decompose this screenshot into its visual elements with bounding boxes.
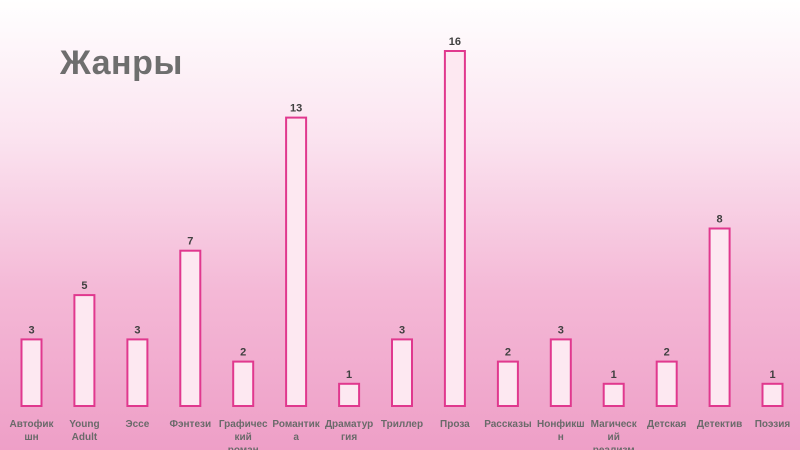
- data-label-11: 3: [558, 324, 564, 336]
- category-label-9: Проза: [440, 419, 470, 430]
- bar-1: [20, 338, 43, 407]
- data-label-15: 1: [769, 369, 775, 381]
- chart-title: Жанры: [60, 44, 183, 82]
- data-label-2: 5: [81, 280, 87, 292]
- category-label-10: Рассказы: [484, 419, 531, 430]
- data-label-3: 3: [134, 324, 140, 336]
- bar-9: [443, 50, 466, 407]
- bar-6: [285, 116, 308, 407]
- bar-15: [761, 382, 784, 407]
- bar-10: [496, 360, 519, 408]
- data-label-12: 1: [611, 369, 617, 381]
- category-label-11: Нонфикш н: [537, 418, 585, 443]
- category-label-13: Детская: [647, 419, 687, 430]
- data-label-8: 3: [399, 324, 405, 336]
- category-label-2: Young Adult: [69, 419, 99, 443]
- data-label-10: 2: [505, 347, 511, 359]
- data-label-14: 8: [717, 214, 723, 226]
- bar-13: [655, 360, 678, 408]
- category-label-5: Графическийроман: [219, 418, 268, 450]
- category-label-6: Романтик а: [272, 419, 320, 443]
- bar-3: [126, 338, 149, 407]
- bar-5: [232, 360, 255, 408]
- data-label-7: 1: [346, 369, 352, 381]
- data-label-1: 3: [28, 324, 34, 336]
- category-label-4: Фэнтези: [169, 419, 211, 430]
- category-label-15: Поэзия: [755, 419, 791, 430]
- bar-8: [391, 338, 413, 407]
- data-label-4: 7: [187, 236, 193, 248]
- category-label-8: Триллер: [381, 419, 423, 430]
- category-label-14: Детектив: [697, 419, 742, 430]
- data-label-9: 16: [449, 36, 461, 48]
- data-label-13: 2: [664, 347, 670, 359]
- bar-4: [179, 249, 202, 407]
- bar-7: [338, 382, 361, 407]
- bar-12: [602, 382, 625, 407]
- category-label-12: Магическийреализм: [591, 419, 638, 450]
- category-label-1: Автофик шн: [9, 418, 54, 443]
- bar-11: [549, 338, 572, 407]
- data-label-6: 13: [290, 103, 302, 115]
- bar-14: [708, 227, 731, 407]
- data-label-5: 2: [240, 347, 246, 359]
- category-label-7: Драматур гия: [325, 419, 373, 443]
- category-label-3: Эссе: [125, 419, 149, 430]
- bar-2: [73, 294, 96, 408]
